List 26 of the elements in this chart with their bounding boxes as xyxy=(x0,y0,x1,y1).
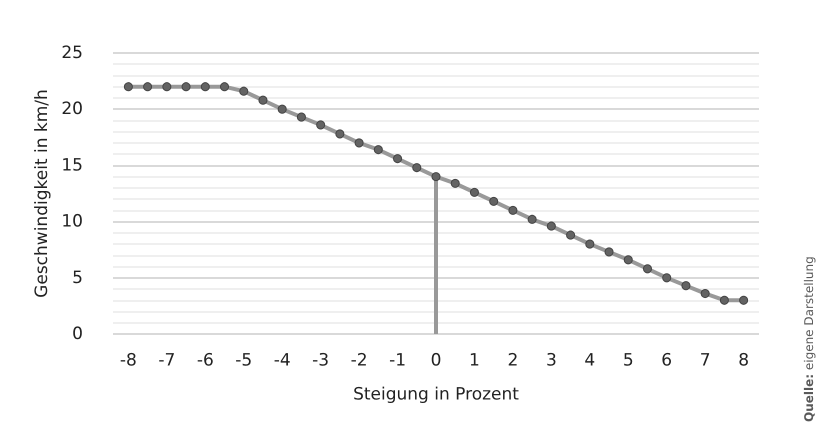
x-tick-label: -7 xyxy=(158,350,176,370)
x-tick-label: 1 xyxy=(469,350,480,370)
source-note: Quelle: eigene Darstellung xyxy=(802,256,816,422)
x-tick-label: -4 xyxy=(274,350,291,370)
y-tick-label: 15 xyxy=(61,155,83,176)
y-tick-label: 10 xyxy=(61,212,83,232)
x-tick-label: 6 xyxy=(661,350,672,370)
y-axis-title: Geschwindigkeit in km/h xyxy=(32,89,52,298)
x-tick-label: -6 xyxy=(196,350,214,370)
x-tick-label: -3 xyxy=(312,350,330,370)
x-tick-label: -8 xyxy=(120,350,137,370)
x-tick-label: -2 xyxy=(350,350,368,370)
x-tick-label: 7 xyxy=(700,350,711,370)
y-tick-label: 25 xyxy=(61,43,83,63)
x-axis-title: Steigung in Prozent xyxy=(353,384,520,404)
x-tick-label: 2 xyxy=(507,350,518,370)
x-tick-label: 4 xyxy=(584,350,596,370)
x-tick-label: -5 xyxy=(235,350,252,370)
x-tick-label: -1 xyxy=(389,350,406,370)
y-tick-label: 20 xyxy=(61,99,83,120)
y-tick-label: 0 xyxy=(72,324,83,344)
x-tick-label: 3 xyxy=(546,350,557,370)
x-tick-label: 5 xyxy=(622,350,634,370)
y-tick-label: 5 xyxy=(72,268,83,288)
x-tick-label: 8 xyxy=(738,350,750,370)
x-tick-label: 0 xyxy=(430,350,442,370)
